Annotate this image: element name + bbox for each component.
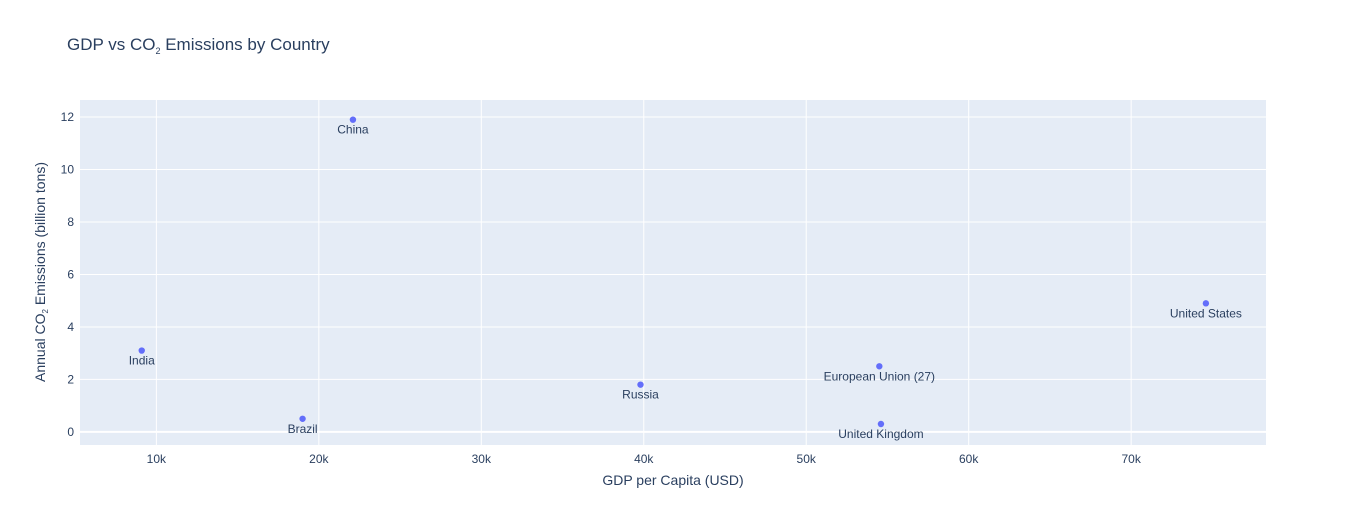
data-point-label: United States [1170,306,1242,320]
plot-area [80,100,1266,445]
grid-layer [80,100,1266,445]
data-point-marker[interactable] [877,420,885,428]
y-tick-label: 10 [61,163,75,177]
y-tick-label: 8 [67,215,74,229]
data-point-label: India [129,354,155,368]
y-axis-title: Annual CO2 Emissions (billion tons) [32,162,50,382]
data-point-label: European Union (27) [824,369,935,383]
x-tick-label: 10k [147,452,167,466]
data-point-marker[interactable] [349,116,357,123]
y-axis-ticks: 0 2 4 6 8 10 12 [61,110,75,439]
y-tick-label: 4 [67,320,74,334]
x-tick-label: 70k [1121,452,1141,466]
data-point-label: China [337,123,369,137]
x-axis-title: GDP per Capita (USD) [602,472,743,488]
data-point-marker[interactable] [637,381,644,388]
data-point-label: Brazil [288,422,318,436]
data-point-label: United Kingdom [838,427,923,441]
x-tick-label: 50k [797,452,817,466]
x-tick-label: 30k [472,452,492,466]
x-tick-label: 20k [309,452,329,466]
data-points: China United States India European Union (2… [129,116,1242,441]
x-tick-label: 60k [959,452,979,466]
x-axis-ticks: 10k 20k 30k 40k 50k 60k 70k [147,452,1142,466]
x-tick-label: 40k [634,452,654,466]
data-point-label: Russia [622,388,659,402]
data-point-marker[interactable] [299,415,306,422]
y-tick-label: 2 [67,372,74,386]
data-point-marker[interactable] [138,347,145,354]
y-tick-label: 12 [61,110,75,124]
data-point-marker[interactable] [876,363,883,370]
chart-title: GDP vs CO2 Emissions by Country [67,35,330,56]
y-tick-label: 0 [67,425,74,439]
y-tick-label: 6 [67,267,74,281]
data-point-marker[interactable] [1202,300,1210,307]
